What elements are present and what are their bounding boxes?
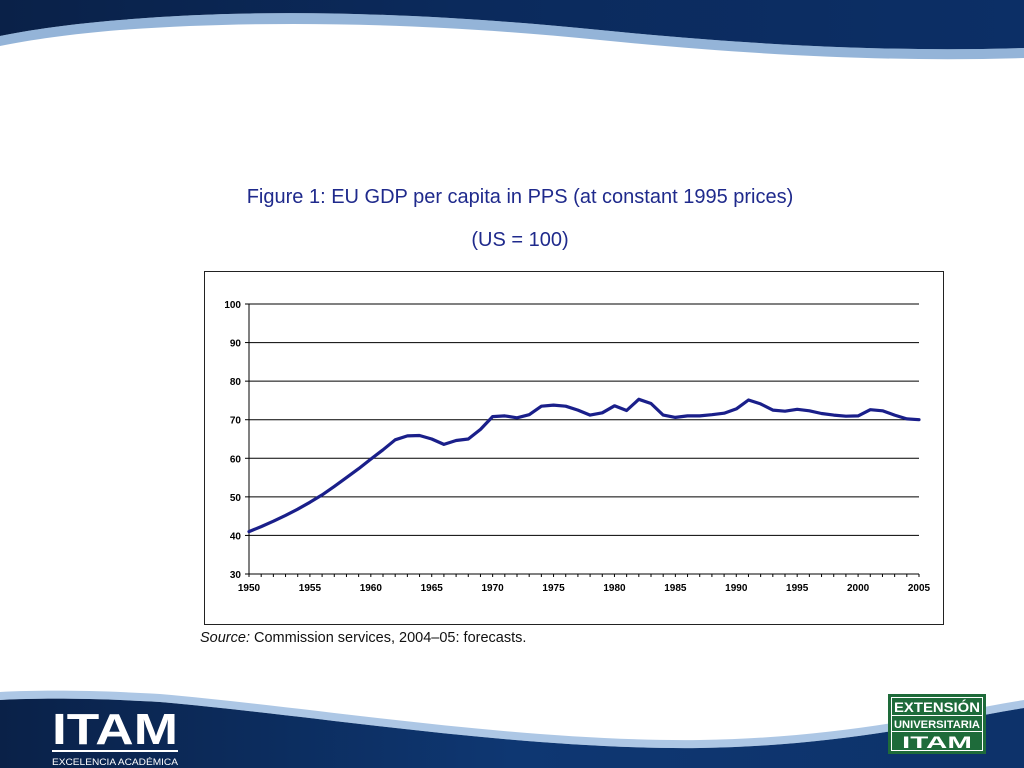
x-tick-label: 1985 <box>664 583 687 594</box>
series-line-1 <box>247 397 921 534</box>
ext-logo-line3: ITAM <box>902 733 972 752</box>
x-tick-label: 1955 <box>299 583 322 594</box>
x-tick-label: 1950 <box>238 583 261 594</box>
ext-logo-line1: EXTENSIÓN <box>894 698 980 715</box>
y-tick-label: 70 <box>230 416 242 427</box>
x-tick-label: 2000 <box>847 583 870 594</box>
itam-logo-word: ITAM <box>52 706 178 754</box>
line-chart: 30 40 50 60 70 80 90 100 1950 1955 1960 1965 1970 197… <box>224 300 930 594</box>
source-text: Commission services, 2004–05: forecasts. <box>249 630 527 646</box>
y-tick-label: 90 <box>230 339 242 350</box>
gridlines <box>249 303 919 575</box>
top-banner-highlight <box>0 13 1024 60</box>
source-note: Source: Commission services, 2004–05: fo… <box>200 630 526 646</box>
extension-universitaria-logo: EXTENSIÓN UNIVERSITARIA ITAM <box>888 694 986 754</box>
ext-logo-line2: UNIVERSITARIA <box>894 719 980 731</box>
series-lines <box>247 397 921 534</box>
chart-frame: 30 40 50 60 70 80 90 100 1950 1955 1960 1965 1970 197… <box>204 271 944 625</box>
x-tick-label: 1965 <box>421 583 444 594</box>
x-tick-label: 2005 <box>908 583 931 594</box>
figure-subtitle: (US = 100) <box>471 229 569 251</box>
top-banner-wave <box>0 0 1024 50</box>
y-tick-label: 30 <box>230 570 242 581</box>
x-tick-label: 1960 <box>360 583 383 594</box>
axes <box>245 303 920 577</box>
tick-labels: 30 40 50 60 70 80 90 100 1950 1955 1960 1965 1970 197… <box>224 300 930 594</box>
figure-title: Figure 1: EU GDP per capita in PPS (at c… <box>246 186 794 208</box>
bottom-banner-highlight <box>0 690 1024 749</box>
itam-logo: ITAM EXCELENCIA ACADÉMICA <box>52 706 179 768</box>
itam-logo-tagline: EXCELENCIA ACADÉMICA <box>52 757 179 768</box>
y-tick-label: 100 <box>224 300 241 311</box>
itam-logo-rule <box>52 750 178 752</box>
x-tick-label: 1980 <box>603 583 626 594</box>
x-tick-label: 1995 <box>786 583 809 594</box>
y-tick-label: 50 <box>230 493 242 504</box>
y-tick-label: 80 <box>230 377 242 388</box>
bottom-banner-wave <box>0 698 1024 768</box>
x-tick-label: 1970 <box>482 583 505 594</box>
x-tick-label: 1975 <box>542 583 565 594</box>
y-tick-label: 60 <box>230 454 242 465</box>
y-tick-label: 40 <box>230 531 242 542</box>
source-prefix: Source: <box>200 630 250 646</box>
x-tick-label: 1990 <box>725 583 748 594</box>
